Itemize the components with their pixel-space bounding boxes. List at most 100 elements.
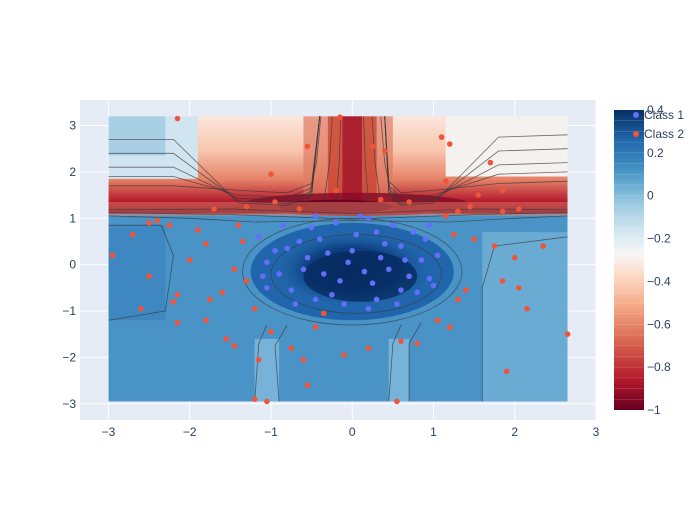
point-class-1[interactable]	[308, 224, 315, 231]
colorbar[interactable]: 0.4 0.2 0 −0.2 −0.4 −0.6 −0.8 −1	[614, 103, 671, 417]
point-class-1[interactable]	[272, 247, 278, 254]
point-class-2[interactable]	[434, 317, 441, 324]
point-class-1[interactable]	[357, 213, 364, 219]
point-class-1[interactable]	[422, 236, 429, 242]
point-class-2[interactable]	[516, 206, 522, 212]
point-class-2[interactable]	[268, 171, 274, 178]
point-class-2[interactable]	[446, 324, 453, 331]
point-class-2[interactable]	[130, 231, 136, 238]
point-class-2[interactable]	[288, 345, 295, 351]
point-class-2[interactable]	[475, 192, 481, 198]
point-class-2[interactable]	[219, 289, 226, 296]
point-class-2[interactable]	[540, 243, 546, 249]
point-class-2[interactable]	[255, 356, 262, 363]
point-class-2[interactable]	[138, 305, 144, 312]
point-class-1[interactable]	[300, 266, 307, 273]
legend[interactable]: Class 1 Class 2	[633, 108, 684, 141]
point-class-2[interactable]	[455, 296, 461, 303]
point-class-2[interactable]	[203, 317, 209, 324]
point-class-2[interactable]	[304, 382, 311, 389]
point-class-1[interactable]	[276, 271, 282, 277]
point-class-1[interactable]	[345, 259, 351, 266]
point-class-1[interactable]	[264, 285, 270, 291]
point-class-2[interactable]	[503, 368, 510, 375]
point-class-2[interactable]	[243, 203, 250, 210]
point-class-2[interactable]	[207, 296, 213, 303]
point-class-2[interactable]	[499, 187, 506, 194]
point-class-2[interactable]	[174, 319, 181, 326]
point-class-1[interactable]	[410, 229, 416, 235]
point-class-2[interactable]	[268, 329, 274, 335]
point-class-1[interactable]	[430, 282, 437, 289]
point-class-2[interactable]	[463, 287, 469, 293]
point-class-2[interactable]	[146, 220, 152, 226]
point-class-1[interactable]	[329, 291, 335, 298]
point-class-2[interactable]	[516, 285, 522, 291]
point-class-2[interactable]	[369, 143, 376, 150]
point-class-2[interactable]	[564, 331, 571, 338]
point-class-1[interactable]	[304, 254, 311, 261]
point-class-1[interactable]	[398, 287, 404, 293]
point-class-2[interactable]	[398, 338, 404, 344]
point-class-2[interactable]	[442, 213, 449, 219]
point-class-1[interactable]	[333, 220, 339, 226]
point-class-1[interactable]	[284, 245, 291, 252]
point-class-1[interactable]	[426, 275, 433, 282]
point-class-1[interactable]	[264, 259, 270, 266]
point-class-2[interactable]	[174, 115, 181, 122]
point-class-1[interactable]	[381, 240, 388, 247]
point-class-2[interactable]	[499, 278, 506, 284]
scatter-points[interactable]	[109, 114, 571, 405]
point-class-1[interactable]	[418, 257, 425, 263]
point-class-2[interactable]	[442, 178, 449, 184]
point-class-1[interactable]	[402, 257, 408, 263]
point-class-1[interactable]	[385, 266, 392, 273]
point-class-2[interactable]	[524, 305, 530, 312]
point-class-2[interactable]	[109, 252, 116, 259]
point-class-2[interactable]	[296, 206, 303, 212]
point-class-2[interactable]	[251, 396, 258, 402]
point-class-1[interactable]	[312, 296, 319, 303]
point-class-1[interactable]	[414, 289, 421, 296]
point-class-2[interactable]	[467, 203, 473, 210]
point-class-2[interactable]	[251, 305, 258, 312]
point-class-1[interactable]	[316, 236, 323, 242]
point-class-1[interactable]	[292, 301, 299, 307]
point-class-2[interactable]	[414, 340, 421, 347]
point-class-1[interactable]	[365, 215, 372, 222]
point-class-2[interactable]	[450, 231, 457, 238]
point-class-2[interactable]	[264, 398, 270, 405]
point-class-1[interactable]	[361, 268, 368, 275]
point-class-2[interactable]	[235, 222, 242, 229]
point-class-1[interactable]	[394, 301, 400, 307]
point-class-2[interactable]	[211, 206, 217, 212]
point-class-2[interactable]	[320, 310, 327, 317]
point-class-1[interactable]	[434, 252, 441, 259]
point-class-2[interactable]	[146, 273, 152, 280]
point-class-2[interactable]	[231, 266, 238, 273]
point-class-1[interactable]	[288, 287, 295, 293]
point-class-2[interactable]	[438, 134, 445, 140]
point-class-1[interactable]	[280, 222, 286, 229]
point-class-2[interactable]	[231, 342, 238, 349]
point-class-2[interactable]	[337, 114, 343, 120]
point-class-2[interactable]	[272, 199, 278, 205]
point-class-2[interactable]	[195, 227, 201, 233]
point-class-2[interactable]	[377, 196, 384, 203]
point-class-2[interactable]	[300, 356, 307, 363]
point-class-1[interactable]	[373, 296, 380, 303]
point-class-1[interactable]	[365, 305, 372, 312]
point-class-1[interactable]	[373, 229, 380, 235]
point-class-1[interactable]	[406, 273, 412, 280]
point-class-2[interactable]	[170, 298, 177, 305]
point-class-2[interactable]	[304, 143, 311, 150]
point-class-2[interactable]	[243, 278, 250, 284]
point-class-1[interactable]	[426, 222, 433, 229]
point-class-2[interactable]	[203, 240, 209, 247]
point-class-2[interactable]	[394, 398, 400, 405]
point-class-1[interactable]	[369, 280, 376, 286]
point-class-1[interactable]	[260, 273, 266, 280]
point-class-2[interactable]	[223, 336, 230, 342]
point-class-2[interactable]	[455, 208, 461, 215]
